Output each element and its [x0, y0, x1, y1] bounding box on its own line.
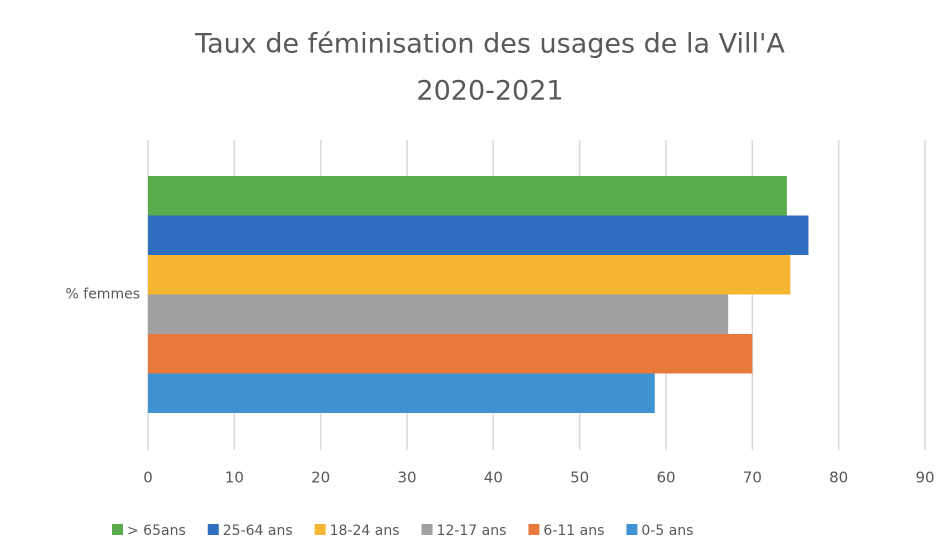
- bar: [148, 294, 729, 334]
- x-tick-label: 20: [311, 469, 330, 487]
- legend-swatch: [314, 524, 326, 535]
- legend-label: > 65ans: [127, 523, 186, 539]
- legend-label: 25-64 ans: [223, 523, 293, 539]
- bar: [148, 215, 809, 255]
- y-tick-label: % femmes: [66, 287, 140, 303]
- bar: [148, 373, 655, 413]
- x-tick-label: 70: [743, 469, 762, 487]
- bar: [148, 255, 791, 295]
- chart-subtitle: 2020-2021: [416, 76, 563, 107]
- legend-swatch: [112, 524, 123, 535]
- legend-swatch: [528, 524, 540, 535]
- legend-swatch: [421, 524, 433, 535]
- x-tick-label: 30: [397, 469, 416, 487]
- legend-label: 12-17 ans: [437, 523, 507, 539]
- x-tick-label: 90: [915, 469, 934, 487]
- legend-swatch: [207, 524, 219, 535]
- bar: [148, 334, 753, 374]
- legend-label: 18-24 ans: [330, 523, 400, 539]
- legend-label: 6-11 ans: [543, 523, 604, 539]
- x-tick-label: 10: [225, 469, 244, 487]
- x-tick-label: 40: [484, 469, 503, 487]
- bar: [148, 176, 787, 216]
- chart-title: Taux de féminisation des usages de la Vi…: [194, 29, 785, 60]
- x-tick-label: 0: [143, 469, 153, 487]
- legend-swatch: [626, 524, 638, 535]
- x-tick-label: 60: [656, 469, 675, 487]
- x-tick-label: 50: [570, 469, 589, 487]
- x-tick-label: 80: [829, 469, 848, 487]
- legend-label: 0-5 ans: [641, 523, 693, 539]
